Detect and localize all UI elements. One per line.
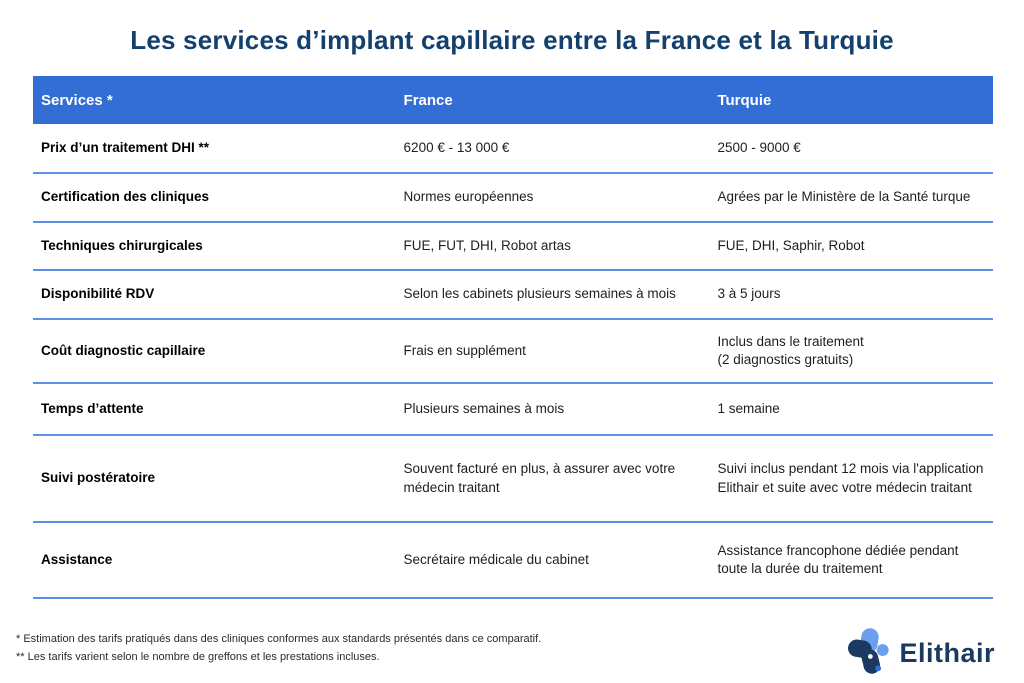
elithair-logo: Elithair — [848, 628, 995, 679]
page-title: Les services d’implant capillaire entre … — [130, 25, 894, 55]
cell-service: Techniques chirurgicales — [41, 237, 203, 253]
header-cell-turquie: Turquie — [717, 91, 772, 109]
cell-france: Souvent facturé en plus, à assurer avec … — [403, 461, 676, 495]
footnotes: * Estimation des tarifs pratiqués dans d… — [16, 631, 541, 666]
cell-service: Prix d’un traitement DHI ** — [41, 139, 210, 155]
table-row-techniques: Techniques chirurgicales FUE, FUT, DHI, … — [33, 223, 993, 271]
cell-france: Selon les cabinets plusieurs semaines à … — [403, 286, 676, 302]
table-row-disponibilite: Disponibilité RDV Selon les cabinets plu… — [33, 271, 993, 320]
cell-france: Secrétaire médicale du cabinet — [403, 551, 589, 567]
header-cell-services: Services * — [41, 91, 113, 109]
comparison-table: Services * France Turquie Prix d’un trai… — [33, 76, 993, 599]
table-row-cout-diagnostic: Coût diagnostic capillaire Frais en supp… — [33, 320, 993, 384]
cell-turquie: 1 semaine — [717, 400, 780, 416]
cell-turquie: 2500 - 9000 € — [717, 139, 801, 155]
cell-service: Certification des cliniques — [41, 189, 210, 205]
table-row-suivi: Suivi postératoire Souvent facturé en pl… — [33, 436, 993, 523]
table-header-row: Services * France Turquie — [33, 76, 993, 124]
footnote-double-asterisk: ** Les tarifs varient selon le nombre de… — [16, 650, 380, 663]
cell-france: Frais en supplément — [403, 342, 526, 358]
cell-service: Assistance — [41, 551, 113, 567]
cell-turquie: Suivi inclus pendant 12 mois via l'appli… — [717, 461, 984, 495]
cell-turquie: FUE, DHI, Saphir, Robot — [717, 237, 865, 253]
cell-turquie: 3 à 5 jours — [717, 286, 781, 302]
cell-turquie: Agrées par le Ministère de la Santé turq… — [717, 189, 971, 205]
table-row-temps-attente: Temps d’attente Plusieurs semaines à moi… — [33, 384, 993, 436]
table-row-prix: Prix d’un traitement DHI ** 6200 € - 13 … — [33, 124, 993, 174]
cell-france: Normes européennes — [403, 189, 534, 205]
cell-service: Temps d’attente — [41, 400, 144, 416]
cell-service: Suivi postératoire — [41, 470, 156, 486]
cell-france: 6200 € - 13 000 € — [403, 139, 510, 155]
table-row-assistance: Assistance Secrétaire médicale du cabine… — [33, 523, 993, 599]
elithair-logo-text: Elithair — [899, 638, 995, 668]
footnote-asterisk: * Estimation des tarifs pratiqués dans d… — [16, 633, 542, 645]
table-row-certification: Certification des cliniques Normes europ… — [33, 174, 993, 223]
elithair-drops-icon — [848, 628, 890, 679]
header-cell-france: France — [403, 91, 453, 109]
cell-service: Disponibilité RDV — [41, 286, 155, 302]
cell-turquie: Inclus dans le traitement (2 diagnostics… — [717, 333, 864, 367]
cell-service: Coût diagnostic capillaire — [41, 342, 206, 358]
cell-france: FUE, FUT, DHI, Robot artas — [403, 237, 571, 253]
table-body: Prix d’un traitement DHI ** 6200 € - 13 … — [33, 124, 993, 599]
cell-turquie: Assistance francophone dédiée pendant to… — [717, 542, 959, 576]
cell-france: Plusieurs semaines à mois — [403, 400, 565, 416]
